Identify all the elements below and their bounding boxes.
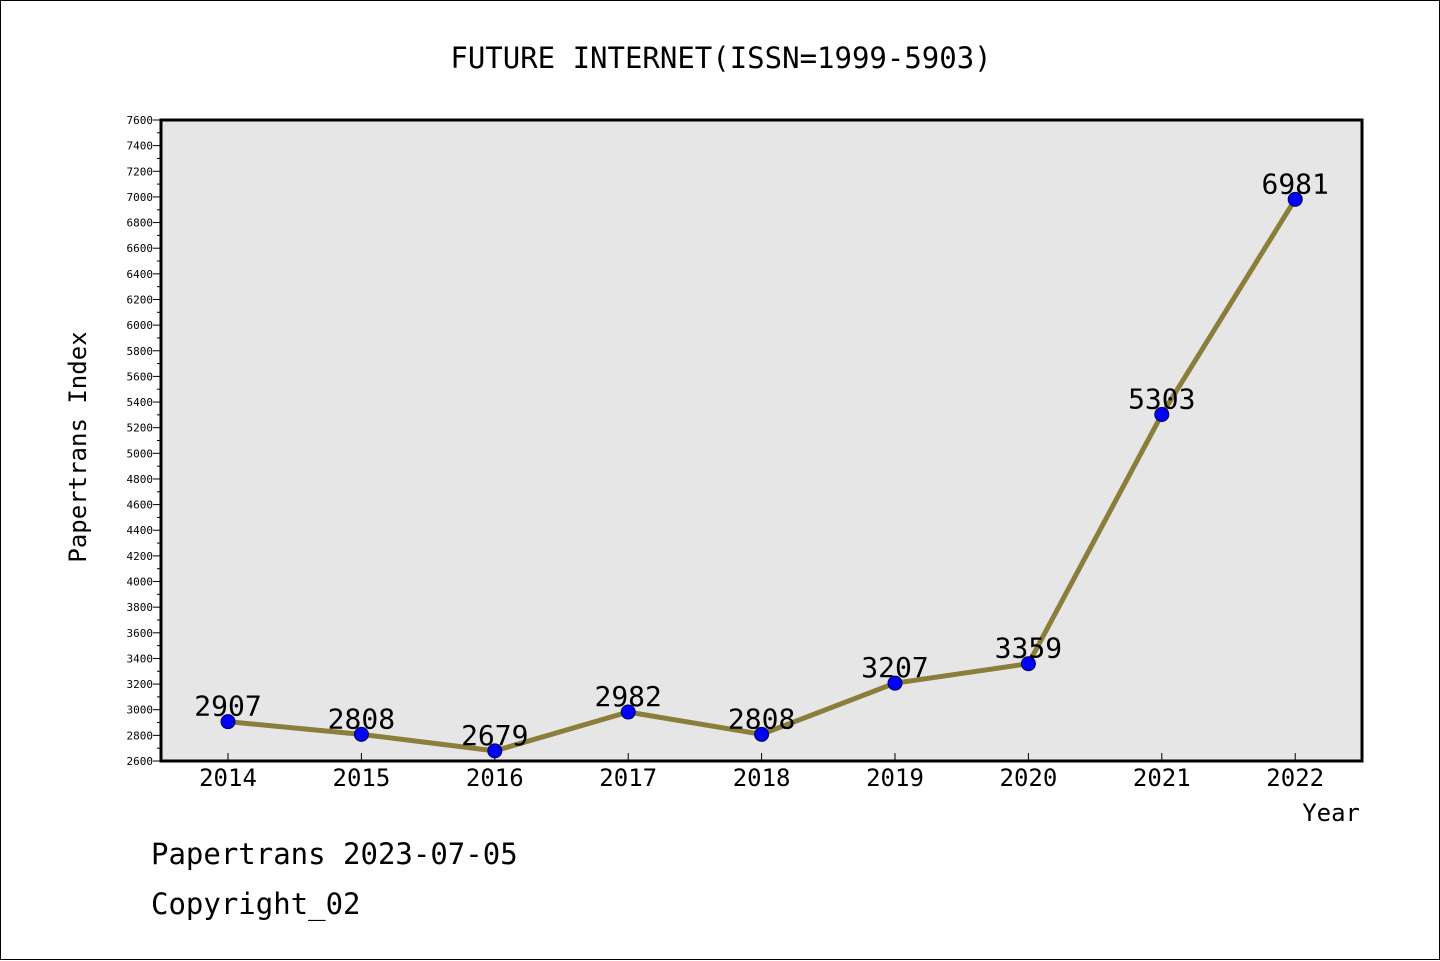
x-tick-label: 2020 xyxy=(1000,764,1058,792)
series-group: 2907 2808 2679 2982 2808 3207 3359 5303 6981 xyxy=(194,167,1329,759)
data-point xyxy=(1020,656,1036,672)
footer-copyright: Copyright_02 xyxy=(151,887,361,921)
x-tick-label: 2019 xyxy=(866,764,924,792)
y-tick-label: 4000 xyxy=(127,576,154,589)
x-tick-label: 2018 xyxy=(733,764,791,792)
data-point xyxy=(887,675,903,691)
y-tick-label: 5600 xyxy=(127,370,154,383)
x-tick-label: 2016 xyxy=(466,764,524,792)
data-point xyxy=(754,726,770,742)
data-label: 2907 xyxy=(194,690,261,723)
data-label: 6981 xyxy=(1261,167,1328,200)
y-tick-label: 6600 xyxy=(127,242,154,255)
y-tick-label: 4200 xyxy=(127,550,154,563)
data-label: 2982 xyxy=(594,680,661,713)
data-label: 3359 xyxy=(995,632,1062,665)
x-tick-label: 2021 xyxy=(1133,764,1191,792)
y-tick-label: 7400 xyxy=(127,140,154,153)
data-point xyxy=(220,714,236,730)
y-tick-label: 3800 xyxy=(127,601,154,614)
chart-title: FUTURE INTERNET(ISSN=1999-5903) xyxy=(450,41,991,75)
y-axis: 2600 2800 3000 3200 3400 3600 3800 4000 4200 4400… xyxy=(127,114,161,768)
y-tick-label: 6000 xyxy=(127,319,154,332)
data-label: 3207 xyxy=(861,651,928,684)
y-tick-label: 7200 xyxy=(127,165,154,178)
x-tick-label: 2015 xyxy=(333,764,391,792)
data-label: 2808 xyxy=(328,702,395,735)
y-tick-label: 3400 xyxy=(127,652,154,665)
data-label: 5303 xyxy=(1128,382,1195,415)
y-axis-label: Papertrans Index xyxy=(64,331,92,562)
y-tick-label: 3600 xyxy=(127,627,154,640)
y-tick-label: 6400 xyxy=(127,268,154,281)
y-tick-label: 4400 xyxy=(127,524,154,537)
x-axis: 2014 2015 2016 2017 2018 2019 2020 2021 2022 xyxy=(199,753,1324,792)
y-tick-label: 5200 xyxy=(127,422,154,435)
y-tick-label: 5400 xyxy=(127,396,154,409)
data-point xyxy=(487,743,503,759)
data-label: 2679 xyxy=(461,719,528,752)
y-tick-label: 2800 xyxy=(127,729,154,742)
y-tick-label: 5800 xyxy=(127,345,154,358)
x-tick-label: 2022 xyxy=(1266,764,1324,792)
x-tick-label: 2014 xyxy=(199,764,257,792)
data-point xyxy=(1287,191,1303,207)
y-tick-label: 2600 xyxy=(127,755,154,768)
footer-date: Papertrans 2023-07-05 xyxy=(151,837,518,871)
y-tick-label: 4600 xyxy=(127,499,154,512)
x-axis-label: Year xyxy=(1302,799,1360,827)
y-tick-label: 7000 xyxy=(127,191,154,204)
y-tick-label: 6200 xyxy=(127,293,154,306)
plot-area xyxy=(159,118,1364,763)
y-tick-label: 4800 xyxy=(127,473,154,486)
y-tick-label: 7600 xyxy=(127,114,154,127)
y-tick-label: 3000 xyxy=(127,704,154,717)
data-point xyxy=(1154,406,1170,422)
data-label: 2808 xyxy=(728,702,795,735)
data-point xyxy=(353,726,369,742)
y-tick-label: 6800 xyxy=(127,217,154,230)
data-point xyxy=(620,704,636,720)
x-tick-label: 2017 xyxy=(599,764,657,792)
y-tick-label: 3200 xyxy=(127,678,154,691)
y-tick-label: 5000 xyxy=(127,447,154,460)
